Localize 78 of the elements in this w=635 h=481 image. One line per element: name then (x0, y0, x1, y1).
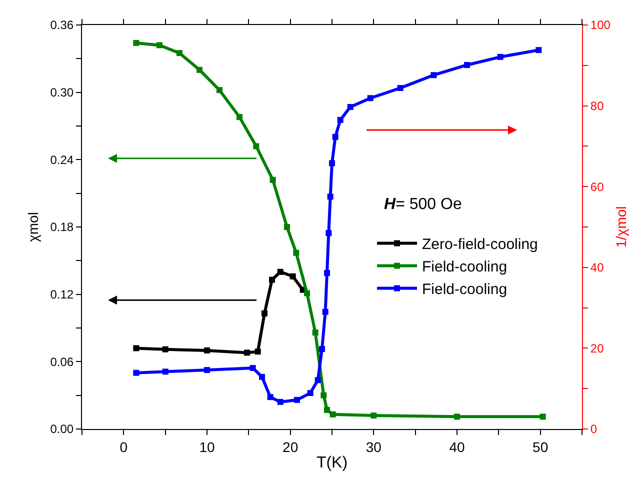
y-tick-label: 0.24 (50, 152, 74, 167)
point (236, 114, 242, 120)
point (536, 47, 542, 54)
point (133, 345, 140, 352)
y-tick-label: 0.30 (50, 86, 74, 100)
point (304, 290, 310, 296)
point (270, 176, 276, 183)
point (330, 411, 336, 418)
point (162, 346, 168, 352)
y2-tick-label: 80 (590, 99, 604, 113)
point (277, 398, 284, 405)
x-tick-label: 20 (282, 438, 298, 455)
y-axis-title: χmol (24, 212, 41, 242)
legend-label: Zero-field-cooling (422, 236, 538, 254)
y2-tick-label: 0 (590, 422, 598, 436)
point (262, 310, 268, 316)
y2-tick-label: 40 (590, 260, 604, 275)
point (319, 346, 325, 352)
point (324, 270, 330, 276)
x-axis-title: T(K) (316, 454, 348, 472)
y-tick-label: 0.36 (50, 18, 74, 32)
point (269, 276, 275, 283)
y2-tick-label: 20 (590, 341, 604, 356)
y2-tick-label: 60 (590, 180, 604, 194)
point (254, 348, 261, 355)
y2-axis-title: 1/χmol (613, 206, 630, 248)
legend-label: Field-cooling (422, 281, 508, 298)
point (204, 347, 210, 354)
point (244, 350, 250, 356)
point (133, 370, 140, 376)
point (312, 329, 318, 336)
y-tick-label: 0.00 (50, 422, 74, 436)
point (314, 377, 321, 384)
point (259, 374, 265, 380)
point (290, 273, 296, 280)
point (324, 406, 330, 413)
point (347, 104, 354, 110)
point (454, 414, 460, 420)
point (337, 116, 344, 123)
point (370, 412, 377, 419)
point (204, 367, 210, 374)
point (497, 54, 504, 60)
point (294, 396, 300, 403)
y-tick-label: 0.18 (50, 220, 74, 234)
x-tick-label: 30 (366, 438, 382, 455)
x-tick-label: 10 (199, 438, 215, 455)
y2-tick-label: 100 (590, 18, 611, 32)
point (322, 308, 328, 315)
point (133, 40, 140, 46)
point (156, 42, 162, 48)
point (367, 95, 374, 102)
point (307, 390, 314, 396)
point (216, 87, 222, 94)
point (320, 392, 327, 398)
x-tick-label: 0 (120, 438, 128, 455)
annotation: H= 500 Oe (384, 196, 462, 213)
point (253, 143, 260, 150)
x-tick-label: 40 (449, 438, 465, 455)
point (397, 85, 404, 92)
y-tick-label: 0.12 (50, 288, 74, 302)
y-tick-label: 0.06 (50, 354, 74, 369)
point (332, 134, 338, 140)
point (277, 268, 284, 275)
legend-label: Field-cooling (422, 258, 508, 276)
point (176, 50, 182, 56)
point (540, 414, 546, 420)
point (464, 62, 470, 68)
point (326, 230, 332, 236)
point (267, 394, 274, 400)
point (162, 368, 168, 375)
point (196, 66, 202, 73)
point (329, 160, 335, 166)
x-tick-label: 50 (532, 438, 548, 455)
point (327, 194, 334, 200)
point (293, 250, 300, 256)
point (430, 72, 437, 78)
point (284, 224, 290, 230)
point (250, 365, 256, 371)
